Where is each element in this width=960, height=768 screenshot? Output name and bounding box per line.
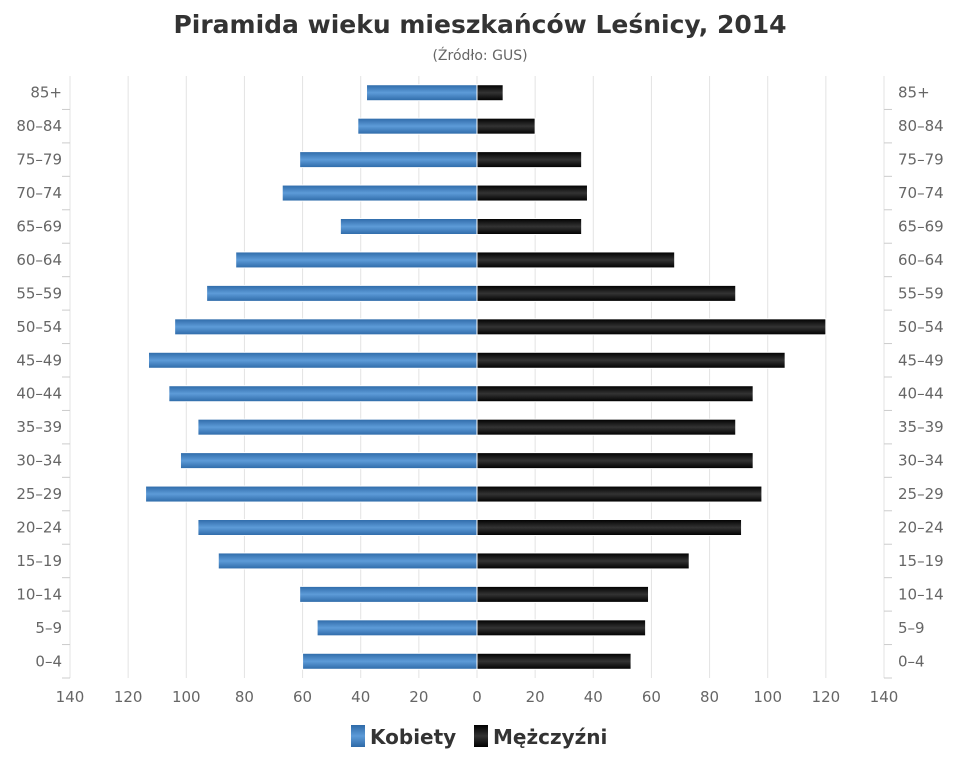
bar-mezczyzni-0–4[interactable]	[476, 652, 632, 670]
x-tick-label: 60	[642, 688, 661, 706]
x-tick-label: 140	[870, 688, 899, 706]
legend-label-mezczyzni[interactable]: Mężczyźni	[493, 725, 607, 749]
x-tick-label: 120	[114, 688, 143, 706]
y-tick-label-l: 85+	[30, 84, 62, 102]
y-tick-label-r: 65–69	[898, 218, 944, 236]
y-tick-label-l: 10–14	[16, 585, 62, 603]
bar-kobiety-65–69[interactable]	[339, 218, 478, 235]
y-tick-label-r: 35–39	[898, 418, 944, 436]
bar-kobiety-25–29[interactable]	[145, 485, 478, 503]
y-tick-label-r: 60–64	[898, 251, 944, 269]
y-tick-label-l: 25–29	[16, 485, 62, 503]
y-tick-label-r: 20–24	[898, 519, 944, 537]
bar-mezczyzni-75–79[interactable]	[476, 151, 583, 169]
x-tick-label: 100	[753, 688, 782, 706]
y-tick-label-r: 0–4	[898, 652, 925, 670]
bar-kobiety-85+[interactable]	[366, 84, 478, 102]
bar-kobiety-80–84[interactable]	[357, 117, 478, 135]
x-tick-label: 60	[293, 688, 312, 706]
bar-mezczyzni-60–64[interactable]	[476, 251, 676, 269]
y-tick-label-r: 25–29	[898, 485, 944, 503]
y-tick-label-r: 30–34	[898, 452, 944, 470]
y-tick-label-l: 80–84	[16, 117, 62, 135]
bar-mezczyzni-5–9[interactable]	[476, 619, 647, 637]
y-tick-label-r: 15–19	[898, 552, 944, 570]
y-tick-label-r: 70–74	[898, 184, 944, 202]
y-tick-label-l: 65–69	[16, 218, 62, 236]
legend-swatch-mezczyzni	[474, 725, 488, 747]
y-tick-label-l: 40–44	[16, 385, 62, 403]
y-tick-label-r: 85+	[898, 84, 930, 102]
y-tick-label-r: 5–9	[898, 619, 925, 637]
x-tick-label: 20	[409, 688, 428, 706]
bar-kobiety-15–19[interactable]	[217, 552, 478, 570]
x-tick-label: 0	[472, 688, 482, 706]
bar-kobiety-45–49[interactable]	[147, 351, 478, 369]
y-tick-label-l: 15–19	[16, 552, 62, 570]
bar-mezczyzni-80–84[interactable]	[476, 117, 536, 135]
legend-label-kobiety[interactable]: Kobiety	[370, 725, 456, 749]
bar-kobiety-10–14[interactable]	[299, 585, 478, 603]
y-tick-label-r: 55–59	[898, 284, 944, 302]
y-tick-label-l: 30–34	[16, 452, 62, 470]
legend[interactable]: Kobiety Mężczyźni	[351, 725, 607, 749]
bar-mezczyzni-30–34[interactable]	[476, 452, 754, 470]
y-tick-label-l: 35–39	[16, 418, 62, 436]
bar-mezczyzni-15–19[interactable]	[476, 552, 690, 570]
x-tick-label: 140	[56, 688, 85, 706]
bar-mezczyzni-45–49[interactable]	[476, 351, 786, 369]
bar-kobiety-30–34[interactable]	[179, 452, 478, 470]
y-tick-label-r: 45–49	[898, 351, 944, 369]
bar-mezczyzni-20–24[interactable]	[476, 519, 743, 536]
bar-mezczyzni-70–74[interactable]	[476, 184, 588, 202]
bar-kobiety-60–64[interactable]	[235, 251, 478, 269]
bar-mezczyzni-25–29[interactable]	[476, 485, 763, 503]
bar-mezczyzni-40–44[interactable]	[476, 385, 754, 403]
y-tick-label-r: 80–84	[898, 117, 944, 135]
y-tick-label-r: 75–79	[898, 151, 944, 169]
x-tick-label: 40	[584, 688, 603, 706]
y-tick-label-r: 40–44	[898, 385, 944, 403]
y-tick-label-l: 45–49	[16, 351, 62, 369]
x-tick-label: 120	[812, 688, 841, 706]
bar-mezczyzni-35–39[interactable]	[476, 418, 737, 436]
x-tick-label: 20	[526, 688, 545, 706]
x-tick-label: 40	[351, 688, 370, 706]
bar-mezczyzni-50–54[interactable]	[476, 318, 827, 336]
legend-swatch-kobiety	[351, 725, 365, 747]
chart-title: Piramida wieku mieszkańców Leśnicy, 2014	[173, 10, 786, 39]
bar-kobiety-50–54[interactable]	[174, 318, 478, 336]
bar-mezczyzni-65–69[interactable]	[476, 218, 583, 235]
y-tick-label-l: 55–59	[16, 284, 62, 302]
bar-kobiety-70–74[interactable]	[281, 184, 478, 202]
x-tick-label: 80	[700, 688, 719, 706]
bar-mezczyzni-55–59[interactable]	[476, 284, 737, 302]
y-tick-label-l: 5–9	[35, 619, 62, 637]
y-tick-label-l: 60–64	[16, 251, 62, 269]
bar-kobiety-5–9[interactable]	[316, 619, 478, 637]
chart-subtitle: (Źródło: GUS)	[432, 46, 527, 64]
bar-mezczyzni-10–14[interactable]	[476, 585, 650, 603]
y-tick-label-l: 50–54	[16, 318, 62, 336]
y-tick-label-l: 20–24	[16, 519, 62, 537]
bar-kobiety-35–39[interactable]	[197, 418, 478, 436]
y-tick-label-r: 10–14	[898, 585, 944, 603]
bar-kobiety-20–24[interactable]	[197, 519, 478, 536]
bar-kobiety-75–79[interactable]	[299, 151, 478, 169]
y-tick-label-l: 0–4	[35, 652, 62, 670]
bar-kobiety-0–4[interactable]	[302, 652, 478, 670]
x-tick-label: 100	[172, 688, 201, 706]
y-tick-label-r: 50–54	[898, 318, 944, 336]
y-tick-label-l: 70–74	[16, 184, 62, 202]
bar-mezczyzni-85+[interactable]	[476, 84, 504, 102]
y-tick-label-l: 75–79	[16, 151, 62, 169]
bar-kobiety-55–59[interactable]	[206, 284, 478, 302]
x-tick-label: 80	[235, 688, 254, 706]
bar-kobiety-40–44[interactable]	[168, 385, 478, 403]
